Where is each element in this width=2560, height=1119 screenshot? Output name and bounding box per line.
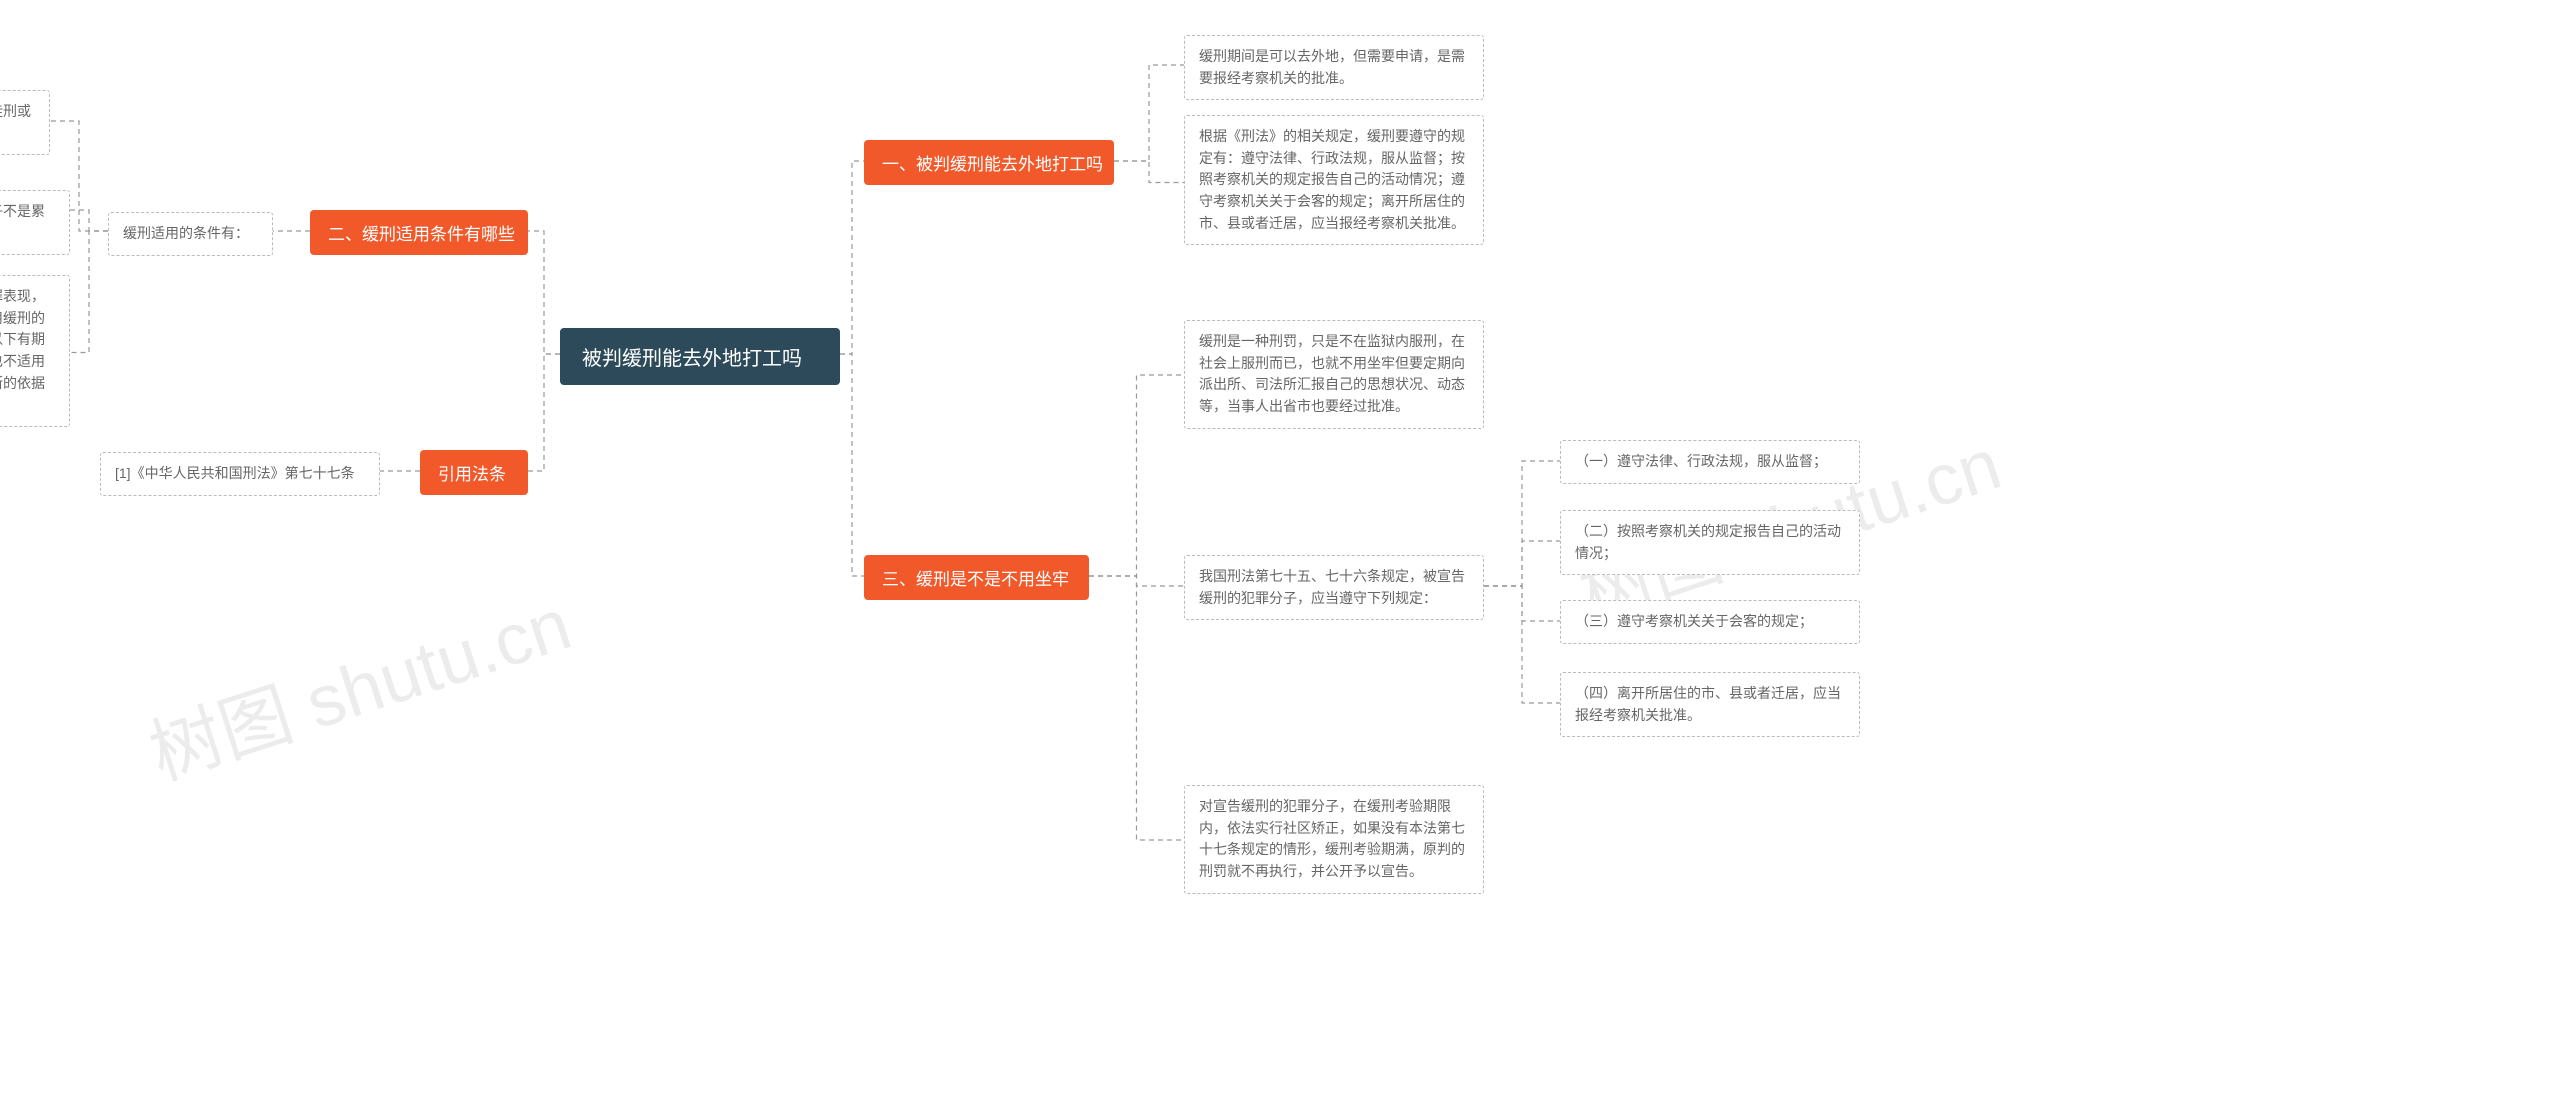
leaf-b2c1b: （二）犯罪分子不是累犯； [0, 190, 70, 255]
branch-3[interactable]: 三、缓刑是不是不用坐牢 [864, 555, 1089, 600]
leaf-b1c1: 缓刑期间是可以去外地，但需要申请，是需要报经考察机关的批准。 [1184, 35, 1484, 100]
leaf-b2c1a: （一）犯罪分子被判处三年以下有期徒刑或者拘役； [0, 90, 50, 155]
branch-4[interactable]: 引用法条 [420, 450, 528, 495]
watermark: 树图 shutu.cn [134, 565, 581, 800]
leaf-b2c1c: （三）根据犯罪分子的犯罪情节和悔罪表现，认为适用缓刑不再危害社会，这是适用缓刑的… [0, 275, 70, 427]
leaf-b3c2d: （四）离开所居住的市、县或者迁居，应当报经考察机关批准。 [1560, 672, 1860, 737]
leaf-b3c1: 缓刑是一种刑罚，只是不在监狱内服刑，在社会上服刑而已，也就不用坐牢但要定期向派出… [1184, 320, 1484, 429]
leaf-b3c2a: （一）遵守法律、行政法规，服从监督； [1560, 440, 1860, 484]
leaf-b3c2b: （二）按照考察机关的规定报告自己的活动情况； [1560, 510, 1860, 575]
leaf-b3c2: 我国刑法第七十五、七十六条规定，被宣告缓刑的犯罪分子，应当遵守下列规定： [1184, 555, 1484, 620]
leaf-b2c1: 缓刑适用的条件有： [108, 212, 273, 256]
branch-1[interactable]: 一、被判缓刑能去外地打工吗 [864, 140, 1114, 185]
leaf-b4c1: [1]《中华人民共和国刑法》第七十七条 [100, 452, 380, 496]
mindmap-root[interactable]: 被判缓刑能去外地打工吗 [560, 328, 840, 385]
branch-2[interactable]: 二、缓刑适用条件有哪些 [310, 210, 528, 255]
leaf-b1c2: 根据《刑法》的相关规定，缓刑要遵守的规定有：遵守法律、行政法规，服从监督；按照考… [1184, 115, 1484, 245]
leaf-b3c2c: （三）遵守考察机关关于会客的规定； [1560, 600, 1860, 644]
leaf-b3c3: 对宣告缓刑的犯罪分子，在缓刑考验期限内，依法实行社区矫正，如果没有本法第七十七条… [1184, 785, 1484, 894]
